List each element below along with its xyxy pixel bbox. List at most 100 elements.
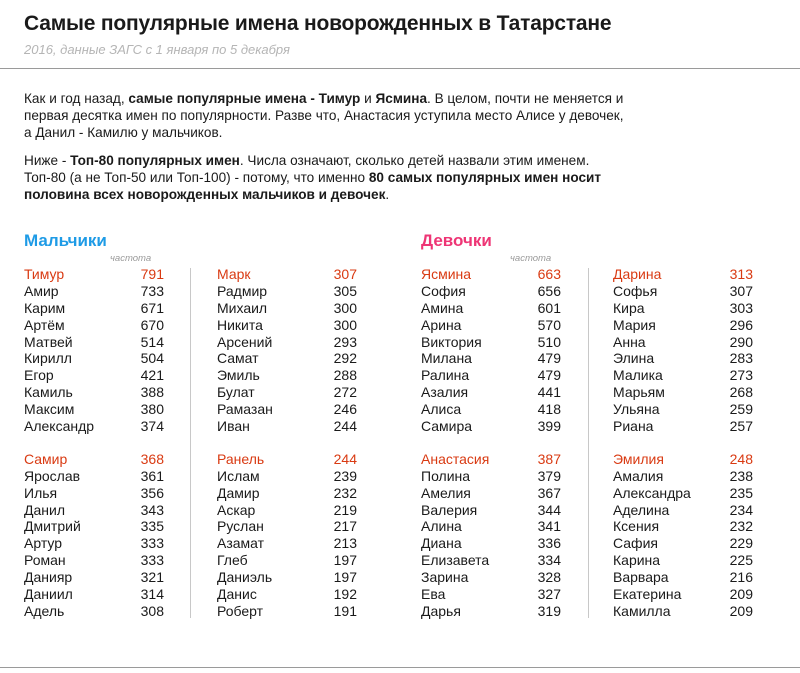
boys-column-2: Марк 307 Радмир 305 Михаил 300 Никита 300 Арсени… bbox=[217, 266, 357, 620]
name-count: 379 bbox=[537, 467, 561, 484]
name-row: Диана 336 bbox=[421, 535, 561, 552]
name-row: Азалия 441 bbox=[421, 384, 561, 401]
name-label: Полина bbox=[421, 467, 471, 484]
name-row: Ранель 244 bbox=[217, 451, 357, 468]
name-label: Арсений bbox=[217, 333, 273, 350]
name-count: 336 bbox=[537, 535, 561, 552]
name-label: Радмир bbox=[217, 282, 268, 299]
name-row: Максим 380 bbox=[24, 401, 164, 418]
name-label: Ульяна bbox=[613, 401, 660, 418]
name-count: 239 bbox=[333, 467, 357, 484]
name-count: 368 bbox=[140, 450, 164, 467]
name-count: 570 bbox=[537, 316, 561, 333]
name-label: Карим bbox=[24, 299, 66, 316]
name-row: Елизавета 334 bbox=[421, 552, 561, 569]
name-label: Аскар bbox=[217, 501, 256, 518]
name-count: 213 bbox=[333, 535, 357, 552]
name-label: Самира bbox=[421, 418, 473, 435]
name-count: 292 bbox=[333, 350, 357, 367]
name-count: 197 bbox=[333, 552, 357, 569]
name-count: 238 bbox=[729, 467, 753, 484]
name-count: 479 bbox=[537, 350, 561, 367]
intro-p1-text-a: Как и год назад, bbox=[24, 91, 129, 106]
name-row: Милана 479 bbox=[421, 350, 561, 367]
name-label: Аделина bbox=[613, 501, 670, 518]
name-count: 418 bbox=[537, 401, 561, 418]
name-count: 504 bbox=[140, 350, 164, 367]
name-label: Никита bbox=[217, 316, 263, 333]
name-count: 290 bbox=[729, 333, 753, 350]
name-count: 272 bbox=[333, 384, 357, 401]
name-row: Данил 343 bbox=[24, 502, 164, 519]
name-count: 791 bbox=[140, 266, 164, 282]
name-row: Алина 341 bbox=[421, 518, 561, 535]
name-row: Дамир 232 bbox=[217, 485, 357, 502]
name-label: Анастасия bbox=[421, 450, 490, 467]
name-label: Мария bbox=[613, 316, 656, 333]
name-label: Артём bbox=[24, 316, 65, 333]
name-count: 374 bbox=[140, 418, 164, 435]
intro-p2-text-b: . Числа означают, сколько детей назвали … bbox=[24, 153, 590, 185]
boys-section-title: Мальчики bbox=[24, 231, 107, 250]
name-label: Эмилия bbox=[613, 450, 664, 467]
name-label: Егор bbox=[24, 367, 54, 384]
name-row: Карим 671 bbox=[24, 300, 164, 317]
name-label: Михаил bbox=[217, 299, 268, 316]
name-count: 197 bbox=[333, 569, 357, 586]
name-count: 313 bbox=[729, 266, 753, 282]
name-label: Дамир bbox=[217, 484, 260, 501]
name-row: Кирилл 504 bbox=[24, 350, 164, 367]
top-divider bbox=[0, 68, 800, 69]
name-row: Риана 257 bbox=[613, 418, 753, 435]
name-row: Азамат 213 bbox=[217, 535, 357, 552]
name-row: Камиль 388 bbox=[24, 384, 164, 401]
name-row: Дарина 313 bbox=[613, 266, 753, 283]
intro-p1-text-b: и bbox=[360, 91, 376, 106]
group-gap bbox=[217, 435, 357, 451]
name-label: Софья bbox=[613, 282, 658, 299]
name-label: Ралина bbox=[421, 367, 470, 384]
name-count: 479 bbox=[537, 367, 561, 384]
name-label: Камиль bbox=[24, 384, 73, 401]
name-label: Дарья bbox=[421, 602, 461, 619]
name-count: 307 bbox=[729, 282, 753, 299]
intro-paragraph-2: Ниже - Топ-80 популярных имен. Числа озн… bbox=[24, 152, 634, 203]
name-count: 244 bbox=[333, 418, 357, 435]
name-count: 514 bbox=[140, 333, 164, 350]
name-row: Софья 307 bbox=[613, 283, 753, 300]
name-row: Амалия 238 bbox=[613, 468, 753, 485]
name-count: 314 bbox=[140, 586, 164, 603]
group-gap bbox=[421, 435, 561, 451]
name-row: Глеб 197 bbox=[217, 552, 357, 569]
girls-column-1: Ясмина 663 София 656 Амина 601 Арина 570 Виктори… bbox=[421, 266, 561, 620]
name-count: 232 bbox=[333, 484, 357, 501]
name-count: 244 bbox=[333, 450, 357, 467]
name-row: Самира 399 bbox=[421, 418, 561, 435]
name-count: 733 bbox=[140, 282, 164, 299]
name-label: Сафия bbox=[613, 535, 658, 552]
name-row: Артур 333 bbox=[24, 535, 164, 552]
name-label: Зарина bbox=[421, 569, 469, 586]
name-count: 229 bbox=[729, 535, 753, 552]
name-label: Иван bbox=[217, 418, 250, 435]
name-count: 300 bbox=[333, 299, 357, 316]
name-row: Дмитрий 335 bbox=[24, 518, 164, 535]
name-label: Максим bbox=[24, 401, 75, 418]
name-count: 510 bbox=[537, 333, 561, 350]
name-row: Анна 290 bbox=[613, 334, 753, 351]
name-label: Виктория bbox=[421, 333, 482, 350]
name-count: 303 bbox=[729, 299, 753, 316]
name-row: Адель 308 bbox=[24, 603, 164, 620]
name-row: Анастасия 387 bbox=[421, 451, 561, 468]
name-label: Амир bbox=[24, 282, 59, 299]
name-row: Эмилия 248 bbox=[613, 451, 753, 468]
name-row: Полина 379 bbox=[421, 468, 561, 485]
name-label: Алина bbox=[421, 518, 462, 535]
name-count: 296 bbox=[729, 316, 753, 333]
name-count: 288 bbox=[333, 367, 357, 384]
name-count: 248 bbox=[729, 450, 753, 467]
name-row: Ксения 232 bbox=[613, 518, 753, 535]
name-label: Камилла bbox=[613, 602, 671, 619]
name-count: 333 bbox=[140, 535, 164, 552]
name-row: Александра 235 bbox=[613, 485, 753, 502]
